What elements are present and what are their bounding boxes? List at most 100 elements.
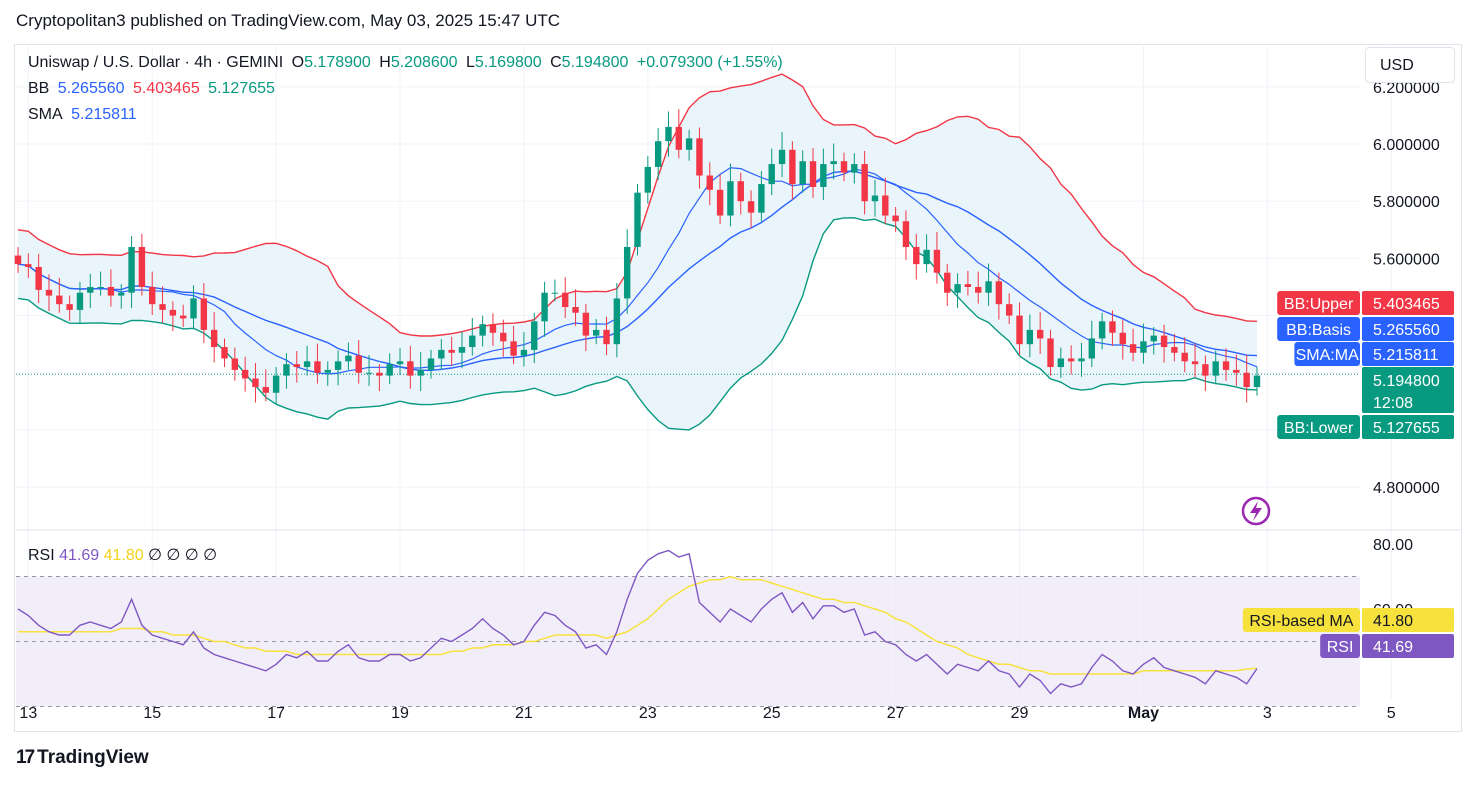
candle-body: [1140, 341, 1147, 353]
candle-body: [778, 149, 786, 165]
time-tick-label: May: [1128, 705, 1159, 722]
rsi-ma-badge-label: RSI-based MA: [1249, 613, 1353, 630]
candle-body: [913, 246, 920, 265]
bb-basis-badge-value-bg: [1362, 317, 1454, 341]
candle-body: [303, 361, 311, 368]
candle-body: [427, 358, 435, 370]
candle-body: [954, 284, 961, 293]
candle-body: [210, 329, 218, 348]
last-price-value: 5.194800: [1373, 373, 1440, 390]
tradingview-mark-icon: 17: [16, 747, 35, 768]
open-value: 5.178900: [304, 54, 371, 71]
candle-body: [438, 349, 445, 359]
sma-legend[interactable]: SMA 5.215811: [28, 106, 141, 124]
sma-label: SMA: [28, 106, 63, 123]
time-tick-label: 27: [887, 705, 905, 722]
rsi-tick-label: 80.00: [1373, 537, 1413, 554]
candle-body: [789, 149, 796, 185]
candle-body: [138, 246, 146, 287]
rsi-badge-value-bg: [1362, 634, 1454, 658]
close-label: C: [550, 54, 562, 71]
candle-body: [1129, 344, 1137, 353]
candle-body: [1088, 338, 1096, 359]
rsi-ma-badge-value: 41.80: [1373, 613, 1413, 630]
chart-frame: [14, 44, 1462, 732]
low-value: 5.169800: [474, 54, 542, 71]
candle-body: [562, 292, 569, 308]
rsi-ma-badge-label-bg: [1242, 608, 1360, 632]
candle-body: [190, 298, 197, 319]
candle-body: [376, 372, 383, 376]
candle-body: [314, 361, 321, 373]
candle-body: [128, 246, 135, 293]
rsi-pane: [16, 549, 1360, 707]
candle-body: [231, 358, 239, 370]
time-tick-label: 15: [143, 705, 161, 722]
candle-body: [1005, 304, 1013, 316]
sma-line: [17, 167, 1258, 375]
tradingview-logo[interactable]: 17 TradingView: [16, 747, 149, 769]
candle-body: [975, 287, 982, 293]
candle-body: [1191, 361, 1199, 365]
candle-body: [964, 284, 972, 287]
candle-body: [324, 369, 331, 373]
rsi-label: RSI: [28, 547, 55, 564]
bb-upper-badge-label-bg: [1277, 291, 1360, 315]
symbol-title[interactable]: Uniswap / U.S. Dollar · 4h · GEMINI: [28, 54, 284, 71]
candle-body: [861, 164, 868, 202]
candle-body: [871, 195, 879, 202]
candle-body: [531, 321, 538, 350]
rsi-empty-2: ∅: [166, 547, 181, 564]
candle-body: [644, 166, 652, 193]
currency-button[interactable]: USD: [1365, 47, 1455, 83]
symbol-legend[interactable]: Uniswap / U.S. Dollar · 4h · GEMINI O5.1…: [28, 54, 787, 72]
candle-body: [221, 347, 228, 359]
change-value: +0.079300 (+1.55%): [636, 54, 783, 71]
bb-legend[interactable]: BB 5.265560 5.403465 5.127655: [28, 80, 279, 98]
candle-body: [489, 324, 497, 333]
candle-body: [469, 335, 476, 348]
candle-body: [1067, 358, 1075, 362]
open-label: O: [291, 54, 305, 71]
candle-body: [809, 161, 817, 187]
bb-upper-badge-value: 5.403465: [1373, 296, 1440, 313]
bb-lower-value: 5.127655: [208, 80, 275, 97]
candle-body: [97, 287, 104, 288]
candle-body: [830, 161, 837, 165]
candle-body: [727, 181, 734, 216]
candle-body: [985, 281, 992, 293]
candle-body: [448, 349, 455, 353]
rsi-ma-line: [18, 575, 1258, 675]
bb-upper-value: 5.403465: [132, 80, 200, 97]
candle-body: [25, 264, 32, 267]
low-label: L: [466, 54, 475, 71]
rsi-legend[interactable]: RSI 41.69 41.80 ∅ ∅ ∅ ∅: [28, 545, 217, 565]
candle-body: [510, 341, 517, 356]
candle-body: [87, 287, 94, 293]
price-badges: BB:Upper 5.403465 BB:Basis 5.265560 SMA:MA 5.…: [1241, 291, 1454, 658]
bb-lower-badge-label-bg: [1277, 415, 1360, 439]
candle-body: [592, 329, 600, 336]
bb-label: BB: [28, 80, 50, 97]
candle-body: [283, 364, 290, 376]
candle-body: [1212, 361, 1219, 376]
candle-body: [293, 364, 300, 368]
bb-basis-badge-value: 5.265560: [1373, 322, 1440, 339]
bar-countdown: 12:08: [1373, 395, 1413, 412]
rsi-line: [17, 549, 1258, 695]
candle-body: [345, 355, 352, 362]
candle-body: [76, 292, 84, 310]
candle-body: [365, 372, 373, 374]
candle-body: [685, 138, 693, 150]
time-tick-label: 19: [391, 705, 409, 722]
candle-body: [572, 307, 579, 313]
candle-body: [386, 364, 393, 376]
candle-body: [458, 347, 466, 353]
candle-body: [582, 312, 590, 336]
candle-body: [747, 201, 755, 213]
bb-basis-value: 5.265560: [57, 80, 125, 97]
time-tick-label: 3: [1263, 705, 1272, 722]
candle-body: [882, 195, 889, 216]
candle-body: [272, 375, 280, 393]
